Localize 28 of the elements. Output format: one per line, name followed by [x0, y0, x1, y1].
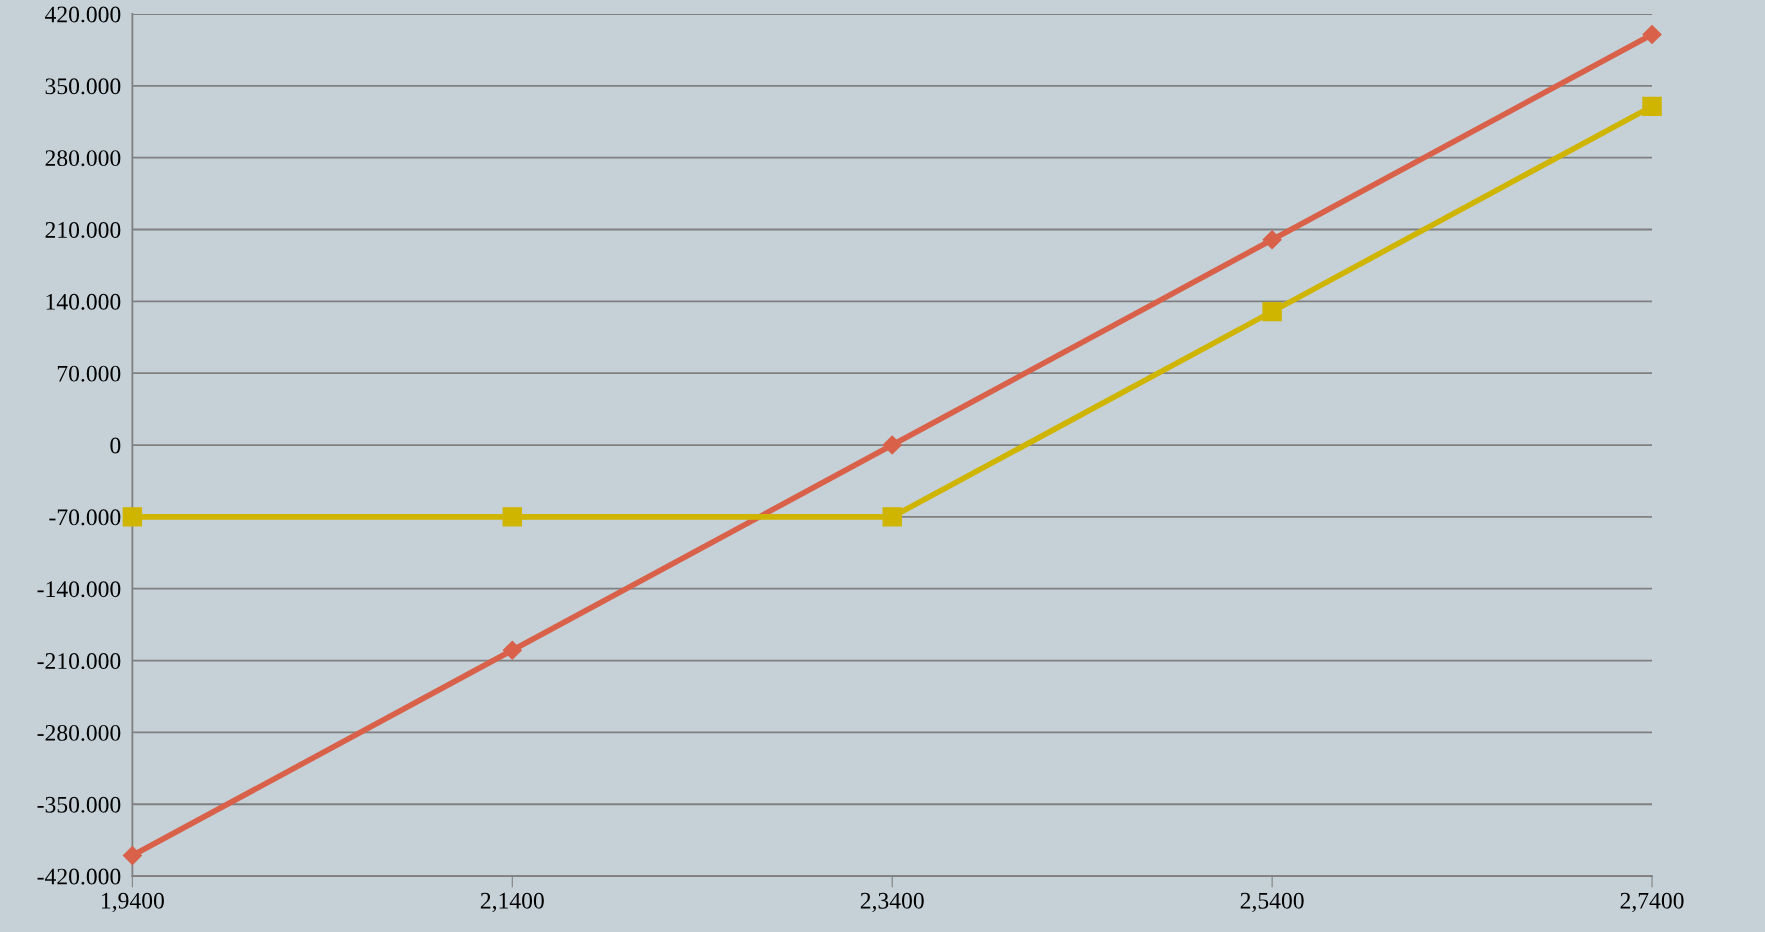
point [1642, 24, 1662, 45]
y-tick-label: 210.000 [45, 222, 121, 239]
point [1262, 230, 1282, 250]
y-tick-label: 0 [110, 437, 121, 454]
y-tick-label: 70.000 [57, 365, 121, 382]
y-tick-label: -420.000 [37, 868, 121, 885]
point [1262, 301, 1282, 322]
y-tick-label: -280.000 [37, 724, 121, 741]
y-tick-label: 140.000 [46, 293, 121, 310]
x-tick-label: 2,7400 [1620, 892, 1684, 913]
point [502, 507, 523, 527]
y-tick-label: 350.000 [45, 78, 121, 95]
point [882, 507, 902, 527]
point [1642, 96, 1662, 117]
point [882, 435, 902, 455]
x-tick-label: 2,5400 [1240, 892, 1304, 913]
x-tick-label: 2,1400 [480, 892, 544, 913]
point [502, 640, 522, 660]
y-tick-label: 420.000 [44, 6, 121, 23]
y-tick-label: -70.000 [49, 509, 121, 526]
point [122, 507, 143, 527]
x-tick-label: 2,3400 [860, 892, 924, 913]
x-tick-label: 1,9400 [101, 892, 164, 913]
y-tick-label: 280.000 [45, 150, 121, 167]
y-tick-label: -140.000 [37, 581, 121, 598]
y-tick-label: -350.000 [37, 796, 121, 813]
point [122, 846, 142, 866]
y-tick-label: -210.000 [37, 653, 121, 670]
